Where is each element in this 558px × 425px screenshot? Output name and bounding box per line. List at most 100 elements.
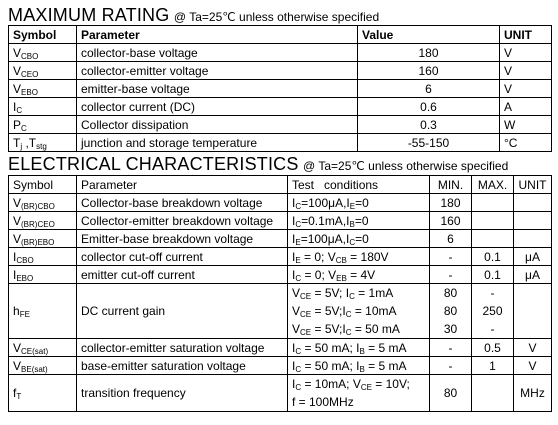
unit-cell: MHz [513, 374, 552, 412]
parameter-cell: Collector-emitter breakdown voltage [76, 211, 288, 230]
max-cell [471, 374, 514, 412]
unit-cell: V [513, 356, 552, 375]
table-row: fT transition frequency IC = 10mA; VCE =… [8, 374, 552, 412]
condition-cell: IC = 10mA; VCE = 10V; f = 100MHz [287, 374, 430, 412]
min-cell: 160 [429, 211, 472, 230]
symbol-cell: VCBO [8, 43, 77, 62]
header-test-conditions: Test conditions [287, 175, 430, 194]
parameter-cell: collector cut-off current [76, 247, 288, 266]
table-header-row: Symbol Parameter Value UNIT [8, 25, 552, 44]
condition-cell: VCE = 5V; IC = 1mA VCE = 5V;IC = 10mA VC… [287, 283, 430, 339]
min-cell: 80 80 30 [429, 283, 472, 339]
electrical-condition: @ Ta=25℃ unless otherwise specified [303, 159, 509, 173]
header-max: MAX. [471, 175, 514, 194]
parameter-cell: Emitter-base breakdown voltage [76, 229, 288, 248]
table-row: PC Collector dissipation 0.3 W [8, 115, 552, 134]
symbol-cell: V(BR)EBO [8, 229, 77, 248]
parameter-cell: emitter cut-off current [76, 265, 288, 284]
parameter-cell: Collector-base breakdown voltage [76, 193, 288, 212]
table-row: IC collector current (DC) 0.6 A [8, 97, 552, 116]
electrical-title: ELECTRICAL CHARACTERISTICS [8, 154, 299, 174]
condition-cell: IE = 0; VCB = 180V [287, 247, 430, 266]
unit-cell: μA [513, 265, 552, 284]
table-row: ICBO collector cut-off current IE = 0; V… [8, 247, 552, 266]
max-cell [471, 193, 514, 212]
parameter-cell: junction and storage temperature [76, 133, 358, 152]
unit-cell: °C [499, 133, 552, 152]
header-symbol: Symbol [8, 175, 77, 194]
condition-cell: IC=100μA,IE=0 [287, 193, 430, 212]
value-cell: 6 [357, 79, 500, 98]
condition-cell: IC = 0; VEB = 4V [287, 265, 430, 284]
min-cell: 180 [429, 193, 472, 212]
min-cell: - [429, 247, 472, 266]
symbol-cell: hFE [8, 283, 77, 339]
max-cell: 0.1 [471, 247, 514, 266]
table-header-row: Symbol Parameter Test conditions MIN. MA… [8, 175, 552, 194]
condition-cell: IC = 50 mA; IB = 5 mA [287, 356, 430, 375]
symbol-cell: fT [8, 374, 77, 412]
parameter-cell: collector-base voltage [76, 43, 358, 62]
unit-cell: V [499, 43, 552, 62]
max-rating-heading: MAXIMUM RATING @ Ta=25℃ unless otherwise… [8, 6, 379, 25]
min-cell: 6 [429, 229, 472, 248]
table-row: hFE DC current gain VCE = 5V; IC = 1mA V… [8, 283, 552, 339]
symbol-cell: PC [8, 115, 77, 134]
parameter-cell: Collector dissipation [76, 115, 358, 134]
max-cell: 1 [471, 356, 514, 375]
symbol-cell: Tj ,Tstg [8, 133, 77, 152]
parameter-cell: transition frequency [76, 374, 288, 412]
value-cell: 180 [357, 43, 500, 62]
electrical-table: Symbol Parameter Test conditions MIN. MA… [8, 175, 552, 412]
unit-cell [513, 211, 552, 230]
max-cell: - 250 - [471, 283, 514, 339]
symbol-cell: V(BR)CEO [8, 211, 77, 230]
table-row: VEBO emitter-base voltage 6 V [8, 79, 552, 98]
unit-cell: A [499, 97, 552, 116]
condition-cell: IE=100μA,IC=0 [287, 229, 430, 248]
header-unit: UNIT [499, 25, 552, 44]
symbol-cell: VBE(sat) [8, 356, 77, 375]
parameter-cell: collector current (DC) [76, 97, 358, 116]
max-rating-condition: @ Ta=25℃ unless otherwise specified [173, 10, 380, 24]
table-row: V(BR)EBO Emitter-base breakdown voltage … [8, 229, 552, 248]
parameter-cell: collector-emitter saturation voltage [76, 338, 288, 357]
value-cell: -55-150 [357, 133, 500, 152]
symbol-cell: IEBO [8, 265, 77, 284]
unit-cell: V [513, 338, 552, 357]
symbol-cell: V(BR)CBO [8, 193, 77, 212]
unit-cell: W [499, 115, 552, 134]
symbol-cell: VCEO [8, 61, 77, 80]
header-unit: UNIT [513, 175, 552, 194]
table-row: IEBO emitter cut-off current IC = 0; VEB… [8, 265, 552, 284]
table-row: V(BR)CBO Collector-base breakdown voltag… [8, 193, 552, 212]
parameter-cell: base-emitter saturation voltage [76, 356, 288, 375]
condition-cell: IC = 50 mA; IB = 5 mA [287, 338, 430, 357]
parameter-cell: collector-emitter voltage [76, 61, 358, 80]
table-row: VCE(sat) collector-emitter saturation vo… [8, 338, 552, 357]
table-row: Tj ,Tstg junction and storage temperatur… [8, 133, 552, 152]
symbol-cell: VEBO [8, 79, 77, 98]
symbol-cell: IC [8, 97, 77, 116]
unit-cell: μA [513, 247, 552, 266]
max-cell: 0.1 [471, 265, 514, 284]
value-cell: 160 [357, 61, 500, 80]
header-min: MIN. [429, 175, 472, 194]
unit-cell: V [499, 79, 552, 98]
min-cell: - [429, 356, 472, 375]
table-row: VCEO collector-emitter voltage 160 V [8, 61, 552, 80]
unit-cell: V [499, 61, 552, 80]
min-cell: 80 [429, 374, 472, 412]
condition-cell: IC=0.1mA,IB=0 [287, 211, 430, 230]
max-cell [471, 229, 514, 248]
max-rating-title: MAXIMUM RATING [8, 5, 170, 25]
symbol-cell: VCE(sat) [8, 338, 77, 357]
header-symbol: Symbol [8, 25, 77, 44]
value-cell: 0.3 [357, 115, 500, 134]
min-cell: - [429, 338, 472, 357]
unit-cell [513, 229, 552, 248]
unit-cell [513, 193, 552, 212]
parameter-cell: emitter-base voltage [76, 79, 358, 98]
header-value: Value [357, 25, 500, 44]
min-cell: - [429, 265, 472, 284]
